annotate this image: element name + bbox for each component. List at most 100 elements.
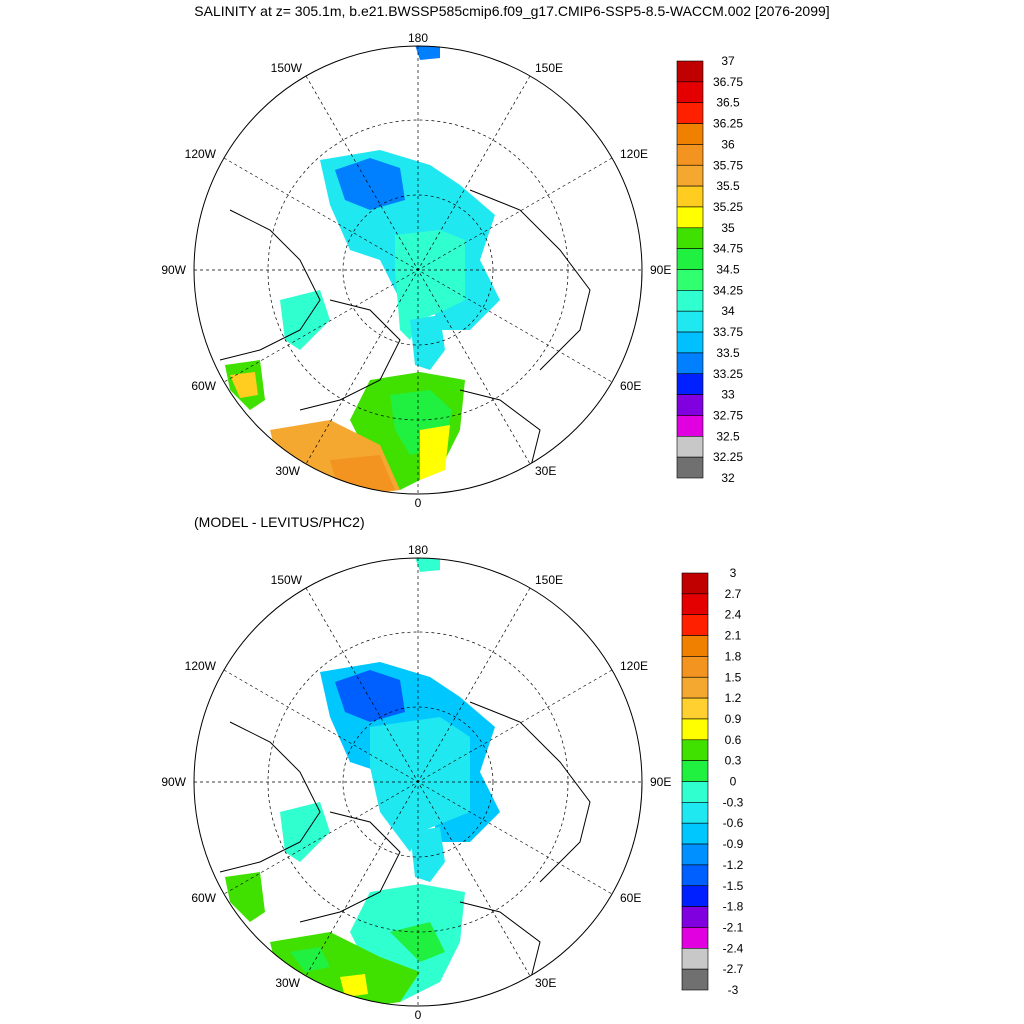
colorbar-tick-label: -0.6 bbox=[723, 816, 744, 830]
lon-label-0: 0 bbox=[415, 1008, 422, 1022]
colorbar-swatch bbox=[681, 739, 709, 761]
colorbar-tick-label: 36.75 bbox=[713, 75, 743, 89]
colorbar-swatch bbox=[676, 102, 704, 124]
lon-label-150w: 150W bbox=[271, 61, 303, 75]
lon-label-90e: 90E bbox=[650, 775, 671, 789]
colorbar-tick-label: 35.5 bbox=[716, 179, 740, 193]
lon-label-120e: 120E bbox=[620, 659, 648, 673]
colorbar-swatch bbox=[676, 435, 704, 458]
colorbar-tick-label: 35.25 bbox=[713, 200, 743, 214]
colorbar-swatch bbox=[681, 676, 709, 699]
colorbar-tick-label: 1.8 bbox=[725, 649, 742, 663]
colorbar-tick-label: 0.3 bbox=[725, 754, 742, 768]
lon-label-30e: 30E bbox=[535, 464, 556, 478]
colorbar-tick-label: 33.5 bbox=[716, 346, 740, 360]
colorbar-tick-label: -2.4 bbox=[723, 941, 744, 955]
lon-label-120e: 120E bbox=[620, 147, 648, 161]
lon-label-30e: 30E bbox=[535, 976, 556, 990]
salinity-fill-field bbox=[219, 46, 591, 494]
colorbar-swatch bbox=[681, 697, 709, 720]
colorbar-tick-label: 33.75 bbox=[713, 325, 743, 339]
colorbar-tick-label: -0.9 bbox=[723, 837, 744, 851]
colorbar-tick-label: -2.7 bbox=[723, 962, 744, 976]
colorbar-swatch bbox=[681, 593, 709, 615]
lon-label-90w: 90W bbox=[161, 263, 186, 277]
figure-title: SALINITY at z= 305.1m, b.e21.BWSSP585cmi… bbox=[194, 3, 830, 19]
colorbar-swatch bbox=[676, 60, 704, 83]
colorbar-tick-label: 36.25 bbox=[713, 117, 743, 131]
colorbar-tick-label: -1.8 bbox=[723, 900, 744, 914]
colorbar-swatch bbox=[681, 781, 709, 803]
colorbar-tick-label: 36.5 bbox=[716, 96, 740, 110]
graticule bbox=[194, 46, 642, 494]
colorbar-swatch bbox=[676, 352, 704, 375]
lon-label-30w: 30W bbox=[275, 976, 300, 990]
colorbar-swatch bbox=[676, 144, 704, 166]
colorbar-swatch bbox=[681, 802, 709, 824]
colorbar-tick-label: 32.25 bbox=[713, 450, 743, 464]
colorbar-swatch bbox=[681, 843, 709, 866]
lon-label-150w: 150W bbox=[271, 573, 303, 587]
colorbar-tick-label: -0.3 bbox=[723, 795, 744, 809]
colorbar-tick-label: 3 bbox=[730, 566, 737, 580]
lon-label-60e: 60E bbox=[620, 891, 641, 905]
lon-label-90w: 90W bbox=[161, 775, 186, 789]
colorbar-swatch bbox=[681, 635, 709, 657]
colorbar-tick-label: 34 bbox=[721, 304, 735, 318]
difference-fill-field bbox=[219, 558, 591, 1006]
colorbar-tick-label: 32 bbox=[721, 471, 735, 485]
colorbar-tick-label: 33.25 bbox=[713, 367, 743, 381]
colorbar-tick-label: -1.2 bbox=[723, 858, 744, 872]
colorbar-swatch bbox=[681, 656, 709, 678]
colorbar-tick-label: -2.1 bbox=[723, 920, 744, 934]
colorbar-tick-label: -3 bbox=[728, 983, 739, 997]
longitude-labels: 180 150E 120E 90E 60E 30E 0 30W 60W 90W … bbox=[161, 543, 671, 1022]
map-boundary-circle bbox=[193, 45, 643, 495]
colorbar-tick-label: 32.75 bbox=[713, 408, 743, 422]
lon-label-60w: 60W bbox=[191, 891, 216, 905]
lon-label-30w: 30W bbox=[275, 464, 300, 478]
lon-label-120w: 120W bbox=[185, 147, 217, 161]
colorbar-swatch bbox=[676, 415, 704, 437]
graticule bbox=[194, 558, 642, 1006]
difference-colorbar: 3 2.7 2.4 2.1 1.8 1.5 1.2 0.9 0.6 0.3 0 -0.3 -0.6 -0.… bbox=[681, 566, 744, 997]
lon-label-120w: 120W bbox=[185, 659, 217, 673]
colorbar-tick-label: 2.1 bbox=[725, 629, 742, 643]
colorbar-swatch bbox=[681, 885, 709, 907]
colorbar-swatch bbox=[676, 456, 704, 479]
lon-label-180: 180 bbox=[408, 543, 428, 557]
colorbar-swatch bbox=[676, 310, 704, 333]
difference-subtitle: (MODEL - LEVITUS/PHC2) bbox=[194, 514, 365, 530]
colorbar-swatch bbox=[681, 968, 709, 991]
lon-label-90e: 90E bbox=[650, 263, 671, 277]
colorbar-swatch bbox=[681, 718, 709, 741]
colorbar-swatch bbox=[681, 864, 709, 887]
colorbar-swatch bbox=[676, 290, 704, 312]
colorbar-tick-label: 2.7 bbox=[725, 587, 742, 601]
salinity-map: 180 150E 120E 90E 60E 30E 0 30W 60W 90W … bbox=[161, 31, 743, 510]
colorbar-tick-label: 2.4 bbox=[725, 608, 742, 622]
colorbar-tick-label: -1.5 bbox=[723, 879, 744, 893]
map-boundary-circle bbox=[193, 557, 643, 1007]
lon-label-60w: 60W bbox=[191, 379, 216, 393]
colorbar-swatch bbox=[676, 185, 704, 208]
colorbar-tick-label: 0 bbox=[730, 775, 737, 789]
colorbar-swatch bbox=[676, 394, 704, 416]
lon-label-180: 180 bbox=[408, 31, 428, 45]
colorbar-tick-label: 34.75 bbox=[713, 242, 743, 256]
colorbar-tick-label: 32.5 bbox=[716, 429, 740, 443]
colorbar-swatch bbox=[676, 373, 704, 395]
colorbar-swatch bbox=[681, 822, 709, 845]
colorbar-swatch bbox=[676, 206, 704, 229]
colorbar-swatch bbox=[681, 614, 709, 636]
colorbar-tick-label: 37 bbox=[721, 54, 735, 68]
lon-label-0: 0 bbox=[415, 496, 422, 510]
longitude-labels: 180 150E 120E 90E 60E 30E 0 30W 60W 90W … bbox=[161, 31, 671, 510]
colorbar-swatch bbox=[676, 248, 704, 270]
colorbar-tick-label: 0.6 bbox=[725, 733, 742, 747]
colorbar-swatch bbox=[676, 331, 704, 354]
lon-label-150e: 150E bbox=[535, 573, 563, 587]
lon-label-60e: 60E bbox=[620, 379, 641, 393]
colorbar-swatch bbox=[681, 760, 709, 782]
colorbar-tick-label: 33 bbox=[721, 388, 735, 402]
